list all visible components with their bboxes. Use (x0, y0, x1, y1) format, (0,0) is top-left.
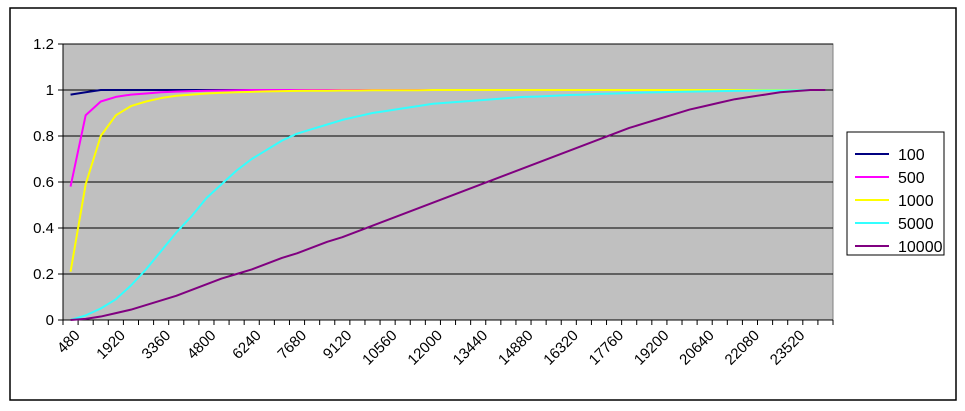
axes (58, 43, 834, 325)
series-lines (69, 89, 826, 321)
legend-label-10000: 10000 (898, 239, 943, 256)
y-axis-tick-labels: 0 0.2 0.4 0.6 0.8 1 1.2 (33, 36, 54, 329)
y-tick-label: 1 (46, 82, 54, 99)
series-line-5000 (70, 89, 826, 321)
y-tick-label: 0.6 (33, 174, 54, 191)
legend-box (846, 131, 945, 256)
legend-label-100: 100 (898, 147, 925, 164)
y-tick-label: 0.2 (33, 266, 54, 283)
y-tick-label: 0.8 (33, 128, 54, 145)
y-tick-label: 1.2 (33, 36, 54, 53)
legend-label-5000: 5000 (898, 216, 934, 233)
y-tick-label: 0.4 (33, 220, 54, 237)
legend-label-1000: 1000 (898, 193, 934, 210)
legend: 100 500 1000 5000 10000 (846, 131, 945, 256)
series-line-1000 (69, 89, 826, 272)
y-tick-label: 0 (46, 312, 54, 329)
legend-label-500: 500 (898, 170, 925, 187)
series-line-10000 (70, 89, 826, 321)
